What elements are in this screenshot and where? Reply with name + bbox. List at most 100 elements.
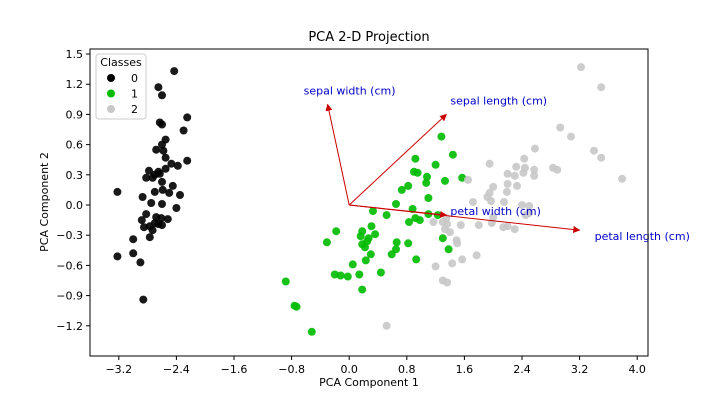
data-point-class-1 bbox=[332, 227, 341, 236]
data-point-class-2 bbox=[530, 171, 539, 180]
data-point-class-1 bbox=[361, 243, 369, 252]
data-point-class-1 bbox=[404, 239, 413, 248]
data-point-class-2 bbox=[429, 218, 438, 227]
data-point-class-2 bbox=[474, 221, 483, 230]
data-point-class-1 bbox=[413, 168, 422, 177]
y-tick-label: 0.3 bbox=[66, 169, 84, 182]
data-point-class-1 bbox=[438, 234, 447, 243]
data-point-class-2 bbox=[485, 159, 494, 168]
legend-box bbox=[95, 53, 147, 120]
data-point-class-2 bbox=[489, 182, 498, 191]
data-point-class-2 bbox=[518, 201, 526, 209]
data-point-class-2 bbox=[487, 197, 495, 205]
legend-marker-class-1 bbox=[107, 89, 115, 98]
data-point-class-0 bbox=[183, 113, 192, 122]
data-point-class-2 bbox=[446, 228, 454, 237]
data-point-class-1 bbox=[366, 250, 375, 259]
y-tick-label: 0.9 bbox=[66, 108, 84, 121]
x-tick-label: −1.6 bbox=[221, 363, 248, 376]
data-point-class-1 bbox=[358, 285, 367, 294]
loading-arrow bbox=[349, 204, 581, 233]
data-point-class-0 bbox=[145, 233, 154, 242]
arrow-label: petal length (cm) bbox=[595, 230, 690, 243]
data-point-class-0 bbox=[138, 193, 147, 201]
data-point-class-2 bbox=[453, 239, 462, 248]
data-point-class-1 bbox=[423, 172, 431, 181]
x-tick-label: 4.0 bbox=[628, 363, 646, 376]
data-point-class-1 bbox=[431, 160, 440, 169]
data-point-class-2 bbox=[510, 225, 519, 234]
plot-area: sepal width (cm) sepal length (cm) petal w… bbox=[113, 63, 690, 336]
data-point-class-0 bbox=[139, 295, 148, 304]
x-tick-label: −0.8 bbox=[278, 363, 305, 376]
data-point-class-2 bbox=[499, 223, 508, 232]
data-point-class-2 bbox=[502, 187, 511, 196]
data-point-class-0 bbox=[168, 181, 177, 190]
data-point-class-1 bbox=[292, 302, 301, 311]
chart-title: PCA 2-D Projection bbox=[308, 30, 429, 45]
data-point-class-1 bbox=[397, 185, 406, 194]
data-point-class-2 bbox=[458, 255, 467, 264]
data-point-class-0 bbox=[170, 67, 179, 76]
loading-arrow bbox=[325, 103, 350, 206]
data-point-class-0 bbox=[179, 126, 188, 135]
data-point-class-0 bbox=[148, 173, 157, 182]
legend-label: 0 bbox=[131, 72, 138, 85]
data-point-class-1 bbox=[437, 132, 446, 141]
data-point-class-1 bbox=[444, 245, 453, 254]
data-point-class-2 bbox=[489, 213, 498, 222]
data-point-class-0 bbox=[129, 249, 138, 258]
data-point-class-1 bbox=[376, 268, 385, 277]
data-point-class-2 bbox=[443, 278, 452, 287]
data-point-class-1 bbox=[371, 230, 380, 239]
data-point-class-1 bbox=[387, 250, 396, 259]
data-point-class-2 bbox=[556, 123, 565, 132]
data-point-class-2 bbox=[597, 153, 606, 162]
data-point-class-0 bbox=[158, 200, 166, 208]
data-point-class-1 bbox=[307, 327, 316, 336]
data-point-class-2 bbox=[513, 181, 521, 190]
data-point-class-0 bbox=[157, 214, 166, 223]
x-tick-label: 0.8 bbox=[398, 363, 416, 376]
data-point-class-0 bbox=[158, 120, 166, 129]
data-point-class-1 bbox=[361, 256, 370, 265]
data-point-class-0 bbox=[142, 210, 151, 219]
data-point-class-1 bbox=[356, 232, 365, 241]
data-point-class-2 bbox=[469, 198, 477, 206]
legend-marker-class-0 bbox=[107, 74, 115, 82]
data-point-class-0 bbox=[176, 191, 184, 199]
data-point-class-2 bbox=[503, 179, 512, 188]
arrow-label: sepal width (cm) bbox=[304, 84, 396, 97]
data-point-class-2 bbox=[577, 63, 585, 72]
data-point-class-1 bbox=[448, 150, 457, 159]
data-point-class-2 bbox=[472, 251, 481, 260]
data-point-class-2 bbox=[531, 144, 539, 153]
legend: Classes 0 1 2 bbox=[95, 53, 147, 120]
x-tick-label: 3.2 bbox=[571, 363, 589, 376]
x-tick-label: 2.4 bbox=[513, 363, 531, 376]
data-point-class-0 bbox=[173, 161, 182, 170]
data-point-class-0 bbox=[147, 199, 156, 207]
x-tick-label: 0.0 bbox=[340, 363, 358, 376]
data-point-class-1 bbox=[343, 272, 352, 281]
y-tick-label: −0.3 bbox=[56, 229, 83, 242]
data-point-class-2 bbox=[530, 165, 539, 174]
data-point-class-1 bbox=[441, 176, 449, 185]
data-point-class-1 bbox=[336, 271, 345, 280]
y-tick-label: −0.9 bbox=[56, 290, 83, 303]
arrow-label: petal width (cm) bbox=[450, 205, 541, 218]
data-point-class-0 bbox=[136, 258, 145, 267]
data-point-class-2 bbox=[510, 171, 519, 180]
data-point-class-1 bbox=[382, 211, 391, 220]
y-axis-label: PCA Component 2 bbox=[38, 152, 51, 252]
data-point-class-0 bbox=[161, 153, 170, 162]
data-point-class-1 bbox=[392, 238, 401, 247]
data-point-class-2 bbox=[521, 211, 530, 220]
plot-frame bbox=[89, 48, 649, 357]
data-point-class-0 bbox=[129, 235, 138, 244]
data-point-class-2 bbox=[519, 168, 528, 177]
data-point-class-2 bbox=[382, 321, 391, 330]
data-point-class-0 bbox=[161, 164, 170, 173]
axes: −3.2 −2.4 −1.6 −0.8 0.0 0.8 1.6 2.4 3.2 4.0 1.5 1.2… bbox=[56, 48, 646, 376]
data-point-class-1 bbox=[405, 218, 413, 227]
